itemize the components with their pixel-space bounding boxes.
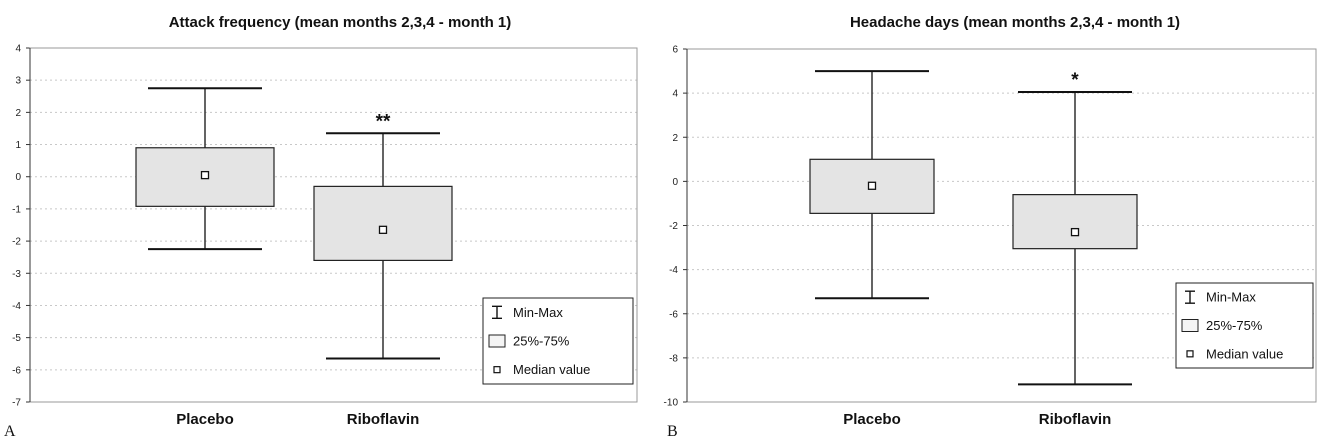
y-tick-label: 2 [672, 133, 678, 144]
box-placebo [135, 87, 275, 251]
y-tick-label: -7 [12, 398, 21, 409]
boxplot-chart-b: 6 4 2 0 -2 -4 -6 -8 -10 * Placebo Riboflavin Min-Max… [664, 45, 1317, 428]
y-tick-label: 2 [15, 108, 21, 119]
y-tick-label: 4 [15, 44, 21, 55]
significance-marker: * [1071, 70, 1079, 91]
significance-marker: ** [376, 111, 391, 132]
x-category-label: Placebo [176, 411, 234, 428]
plot-area: 6 4 2 0 -2 -4 -6 -8 -10 * Placebo Riboflavin Min-Max… [664, 45, 1317, 428]
legend: Min-Max 25%-75% Median value [482, 297, 634, 385]
legend-label-minmax: Min-Max [1206, 290, 1256, 305]
y-tick-label: -2 [12, 237, 21, 248]
y-tick-label: -8 [669, 353, 678, 364]
legend-label-median: Median value [513, 362, 590, 377]
iqr-box [809, 158, 935, 214]
y-tick-label: -10 [664, 398, 679, 409]
legend-label-iqr: 25%-75% [1206, 318, 1263, 333]
legend-median-symbol [493, 366, 501, 374]
iqr-box [1012, 194, 1138, 250]
y-tick-label: 1 [15, 140, 21, 151]
median-marker [1070, 227, 1080, 237]
legend-box [1175, 282, 1314, 369]
y-tick-label: -3 [12, 269, 21, 280]
box-riboflavin: ** [313, 111, 453, 360]
box-placebo [809, 70, 935, 300]
y-tick-label: 3 [15, 76, 21, 87]
y-tick-label: 4 [672, 89, 678, 100]
panel-letter-a: A [4, 423, 16, 440]
legend-median-symbol [1186, 350, 1194, 358]
median-marker [867, 181, 877, 190]
legend-label-median: Median value [1206, 346, 1283, 361]
boxplot-chart-a: 4 3 2 1 0 -1 -2 -3 -4 -5 -6 -7 ** Placebo Riboflavin Mi… [12, 44, 638, 428]
panel-a: Attack frequency (mean months 2,3,4 - mo… [0, 0, 660, 443]
legend-box [482, 297, 634, 385]
legend-iqr-symbol [488, 334, 506, 348]
median-marker [200, 170, 210, 180]
y-tick-label: -2 [669, 221, 678, 232]
chart-title-b: Headache days (mean months 2,3,4 - month… [849, 14, 1181, 31]
y-tick-label: 0 [672, 177, 678, 188]
panel-b: Headache days (mean months 2,3,4 - month… [660, 0, 1321, 443]
median-marker [378, 225, 388, 234]
plot-area: 4 3 2 1 0 -1 -2 -3 -4 -5 -6 -7 ** Placebo Riboflavin Mi… [12, 44, 638, 428]
y-tick-label: -4 [669, 265, 678, 276]
x-category-label: Placebo [843, 411, 901, 428]
legend-minmax-symbol [492, 305, 502, 320]
y-tick-label: -6 [669, 309, 678, 320]
panel-letter-b: B [667, 423, 678, 440]
y-tick-label: -6 [12, 365, 21, 376]
y-tick-label: -5 [12, 333, 21, 344]
legend-label-iqr: 25%-75% [513, 334, 570, 349]
y-tick-label: 6 [672, 45, 678, 56]
box-riboflavin: * [1012, 70, 1138, 386]
y-tick-label: -4 [12, 301, 21, 312]
legend: Min-Max 25%-75% Median value [1175, 282, 1314, 369]
iqr-box [313, 185, 453, 262]
legend-iqr-symbol [1181, 319, 1199, 332]
chart-title-a: Attack frequency (mean months 2,3,4 - mo… [168, 14, 512, 31]
legend-label-minmax: Min-Max [513, 305, 563, 320]
x-category-label: Riboflavin [347, 411, 420, 428]
y-tick-label: 0 [15, 172, 21, 183]
y-tick-label: -1 [12, 204, 21, 215]
legend-minmax-symbol [1185, 290, 1195, 304]
x-category-label: Riboflavin [1039, 411, 1112, 428]
